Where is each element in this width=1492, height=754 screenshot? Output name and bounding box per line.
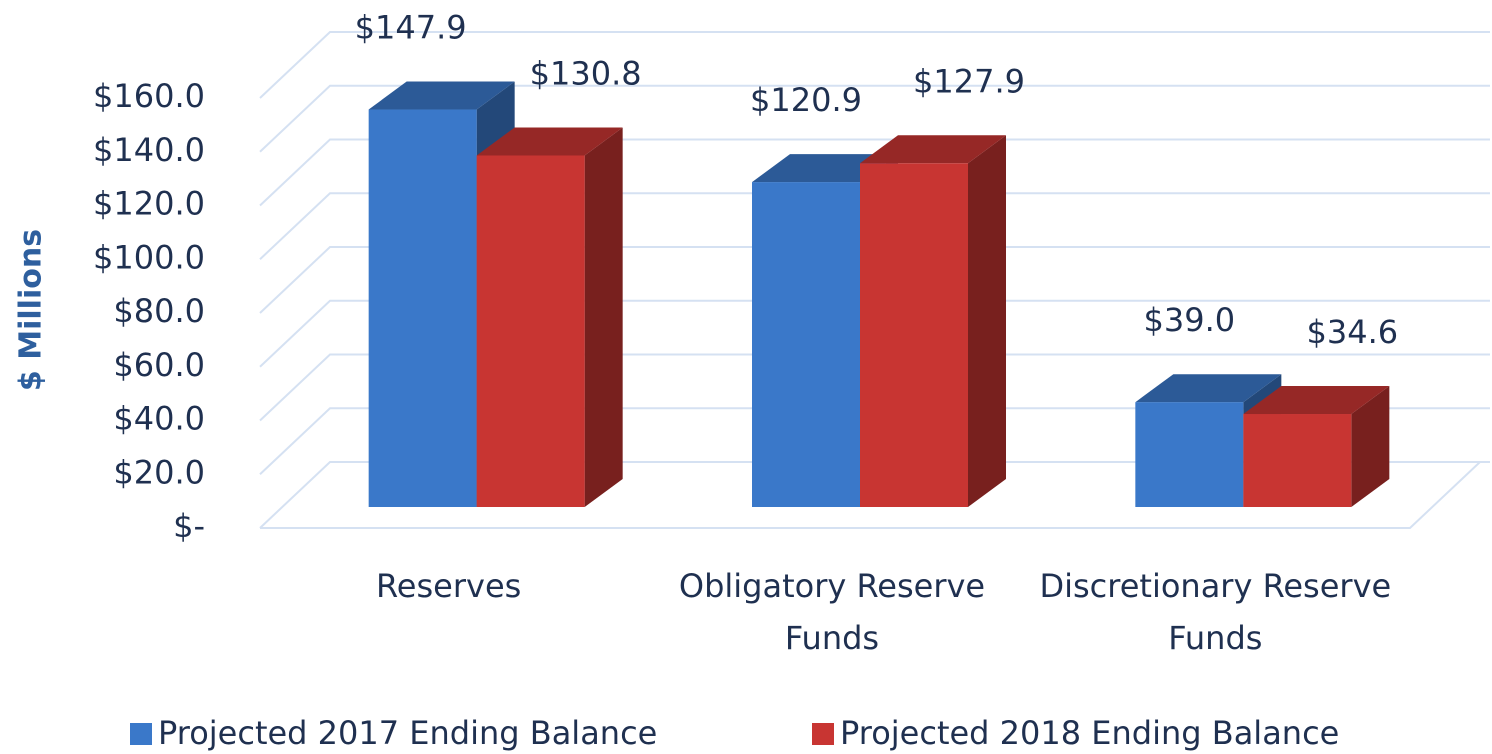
grid-line (259, 461, 1490, 529)
data-label: $39.0 (1144, 301, 1236, 339)
data-label: $120.9 (750, 81, 862, 119)
bar (368, 109, 477, 508)
bar-side (968, 135, 1006, 508)
bar-top (1135, 374, 1282, 403)
bar-top (368, 81, 515, 110)
y-tick-label: $20.0 (113, 453, 205, 491)
x-tick-label: Obligatory Reserve Funds (678, 567, 986, 657)
y-tick-label: $160.0 (93, 77, 205, 115)
data-label: $147.9 (355, 9, 467, 47)
legend-swatch (812, 723, 834, 745)
data-label: $130.8 (530, 54, 642, 92)
bar-side (584, 127, 623, 507)
y-tick-label: $120.0 (93, 185, 205, 223)
grid-line (259, 299, 1490, 368)
legend-label: Projected 2018 Ending Balance (840, 714, 1339, 752)
y-tick-label: $80.0 (113, 292, 205, 330)
bar-top (476, 127, 623, 156)
bar (1243, 414, 1352, 507)
floor-edge (260, 461, 1481, 529)
grid-line (259, 192, 1490, 260)
grid-line (259, 31, 1490, 99)
legend-swatch (130, 723, 152, 745)
grid-line (259, 246, 1490, 314)
data-label: $34.6 (1307, 313, 1399, 351)
bar-top (860, 135, 1006, 164)
data-label: $127.9 (913, 62, 1025, 100)
bar (752, 182, 860, 508)
x-tick-label: Reserves (376, 567, 522, 605)
bar-top (1243, 386, 1390, 415)
y-tick-label: $60.0 (113, 346, 205, 384)
grid-line (259, 353, 1490, 422)
bar-side (1351, 386, 1390, 507)
grid-line (259, 407, 1490, 475)
y-axis-title: $ Millions (14, 229, 49, 391)
y-tick-label: $100.0 (93, 238, 205, 276)
bar (860, 163, 968, 508)
y-tick-label: $40.0 (113, 400, 205, 438)
legend-label: Projected 2017 Ending Balance (158, 714, 657, 752)
bar (1135, 402, 1244, 507)
grid-line (259, 84, 1490, 153)
x-tick-label: Discretionary Reserve Funds (1039, 567, 1392, 657)
y-tick-label: $140.0 (93, 131, 205, 169)
y-tick-label: $- (173, 507, 205, 545)
grid-line (259, 138, 1490, 207)
bar (476, 155, 585, 507)
